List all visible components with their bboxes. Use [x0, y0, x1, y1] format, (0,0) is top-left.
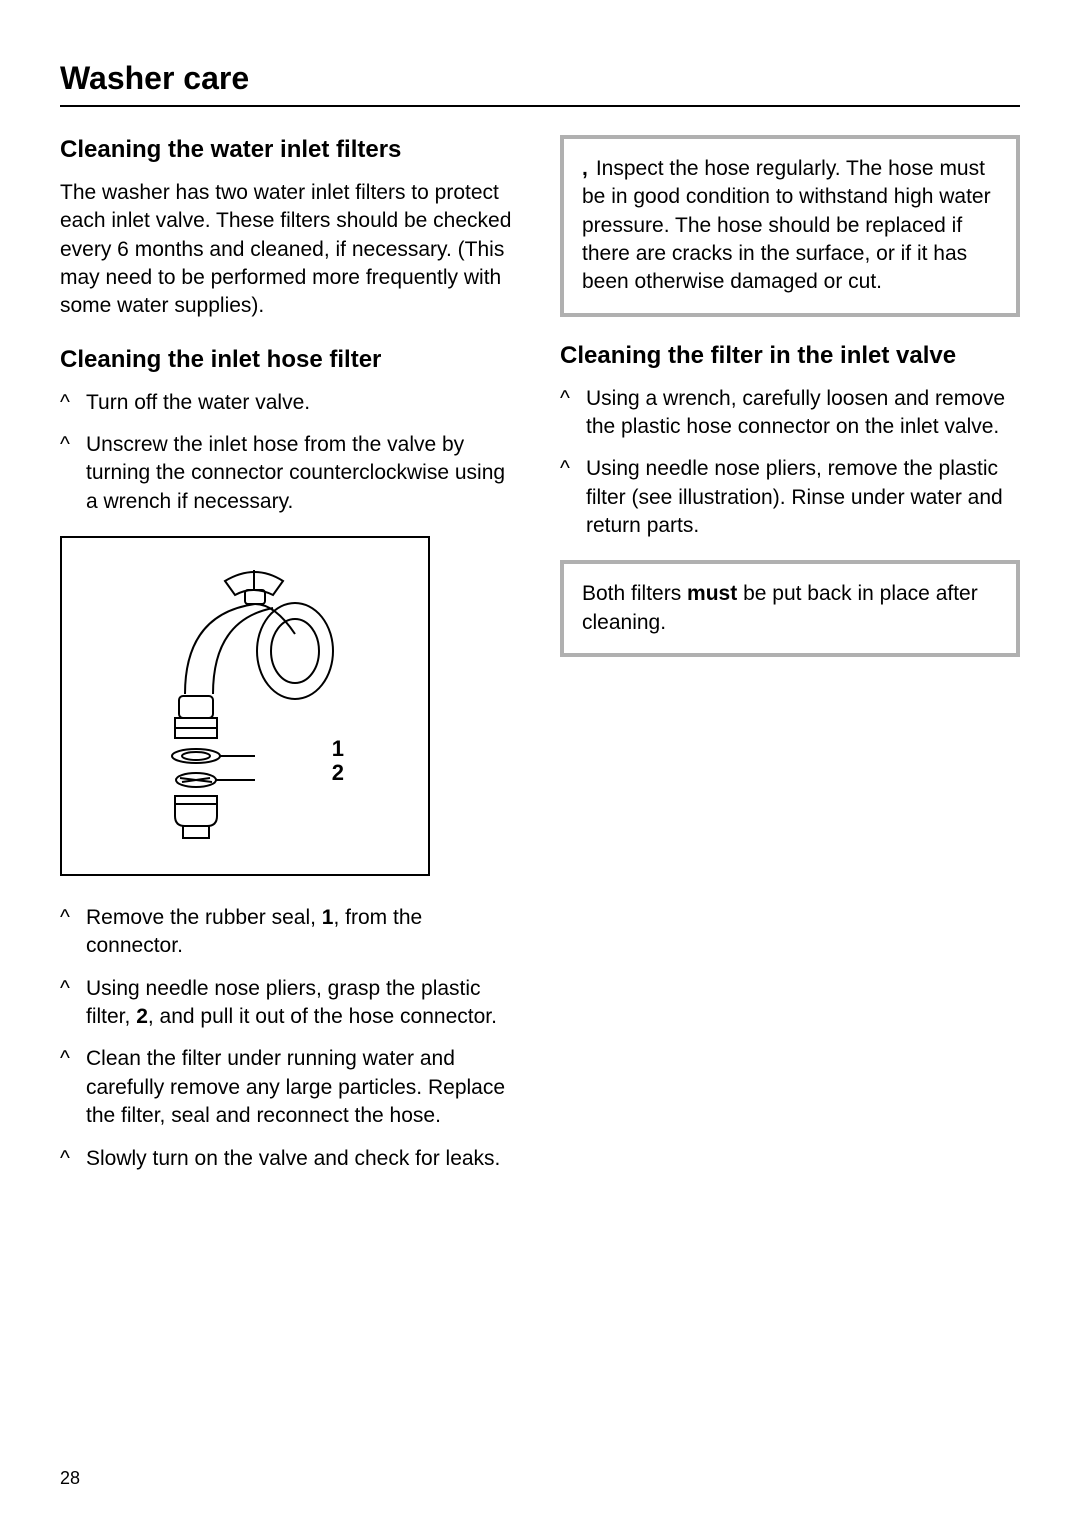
- note-text: Both filters: [582, 582, 687, 605]
- step-item: Turn off the water valve.: [60, 389, 520, 417]
- page-title: Washer care: [60, 60, 1020, 97]
- warning-icon: ,: [582, 157, 588, 180]
- left-column: Cleaning the water inlet filters The was…: [60, 135, 520, 1193]
- step-item: Remove the rubber seal, 1, from the conn…: [60, 904, 520, 961]
- steps-before-figure: Turn off the water valve. Unscrew the in…: [60, 389, 520, 516]
- faucet-illustration: 1 2: [60, 536, 430, 876]
- step-text: Clean the filter under running water and…: [86, 1047, 505, 1127]
- step-item: Clean the filter under running water and…: [60, 1045, 520, 1130]
- heading-filter-inlet-valve: Cleaning the filter in the inlet valve: [560, 341, 1020, 371]
- step-bold: 1: [322, 906, 334, 929]
- step-item: Using needle nose pliers, grasp the plas…: [60, 975, 520, 1032]
- step-text: Slowly turn on the valve and check for l…: [86, 1147, 500, 1170]
- step-item: Unscrew the inlet hose from the valve by…: [60, 431, 520, 516]
- step-item: Slowly turn on the valve and check for l…: [60, 1145, 520, 1173]
- intro-paragraph: The washer has two water inlet filters t…: [60, 179, 520, 321]
- step-item: Using needle nose pliers, remove the pla…: [560, 455, 1020, 540]
- figure-label-1: 1: [332, 736, 344, 762]
- note-bold: must: [687, 582, 737, 605]
- faucet-icon: [105, 556, 385, 856]
- heading-water-inlet-filters: Cleaning the water inlet filters: [60, 135, 520, 165]
- two-column-layout: Cleaning the water inlet filters The was…: [60, 135, 1020, 1193]
- step-text: , and pull it out of the hose connector.: [148, 1005, 497, 1028]
- right-column: ,Inspect the hose regularly. The hose mu…: [560, 135, 1020, 1193]
- step-item: Using a wrench, carefully loosen and rem…: [560, 385, 1020, 442]
- title-rule: [60, 105, 1020, 107]
- heading-inlet-hose-filter: Cleaning the inlet hose filter: [60, 345, 520, 375]
- warning-text: Inspect the hose regularly. The hose mus…: [582, 157, 991, 293]
- step-bold: 2: [136, 1005, 148, 1028]
- step-text: Remove the rubber seal,: [86, 906, 322, 929]
- warning-callout: ,Inspect the hose regularly. The hose mu…: [560, 135, 1020, 317]
- figure-label-2: 2: [332, 760, 344, 786]
- steps-after-figure: Remove the rubber seal, 1, from the conn…: [60, 904, 520, 1173]
- note-callout: Both filters must be put back in place a…: [560, 560, 1020, 657]
- page-number: 28: [60, 1468, 80, 1489]
- steps-inlet-valve: Using a wrench, carefully loosen and rem…: [560, 385, 1020, 541]
